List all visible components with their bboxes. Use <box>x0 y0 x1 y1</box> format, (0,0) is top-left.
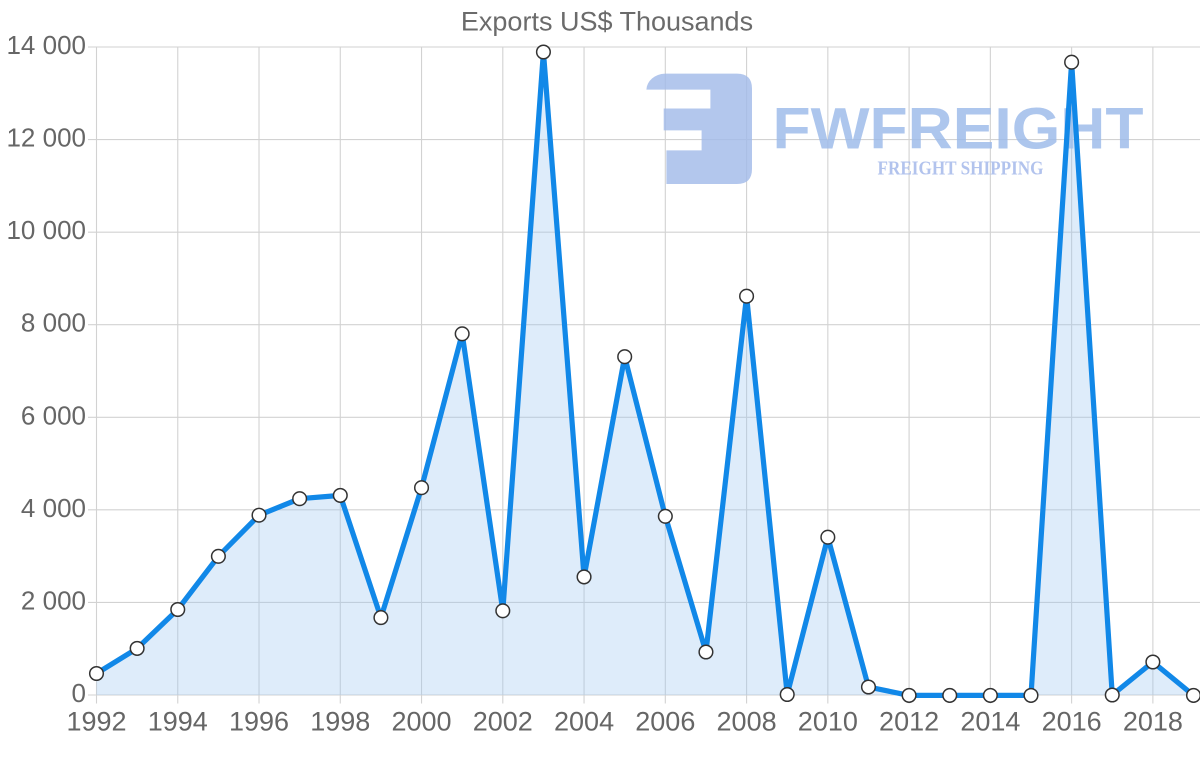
svg-text:2004: 2004 <box>554 706 614 736</box>
svg-text:4 000: 4 000 <box>21 493 86 523</box>
svg-text:2010: 2010 <box>798 706 858 736</box>
svg-text:2012: 2012 <box>879 706 939 736</box>
svg-text:2006: 2006 <box>635 706 695 736</box>
svg-text:2016: 2016 <box>1042 706 1102 736</box>
svg-text:10 000: 10 000 <box>6 215 86 245</box>
svg-text:6 000: 6 000 <box>21 400 86 430</box>
svg-text:FREIGHT SHIPPING: FREIGHT SHIPPING <box>878 158 1044 180</box>
svg-text:1998: 1998 <box>310 706 370 736</box>
svg-text:12 000: 12 000 <box>6 123 86 153</box>
svg-text:1996: 1996 <box>229 706 289 736</box>
svg-text:FWFREIGHT: FWFREIGHT <box>773 97 1144 162</box>
svg-text:2002: 2002 <box>473 706 533 736</box>
svg-text:14 000: 14 000 <box>6 30 86 60</box>
svg-text:2018: 2018 <box>1123 706 1183 736</box>
svg-text:2 000: 2 000 <box>21 585 86 615</box>
svg-text:1992: 1992 <box>66 706 126 736</box>
svg-text:Exports US$ Thousands: Exports US$ Thousands <box>461 6 753 36</box>
svg-text:2000: 2000 <box>392 706 452 736</box>
svg-text:8 000: 8 000 <box>21 308 86 338</box>
svg-text:2008: 2008 <box>717 706 777 736</box>
svg-text:2014: 2014 <box>960 706 1020 736</box>
svg-text:0: 0 <box>72 678 86 708</box>
svg-text:1994: 1994 <box>148 706 208 736</box>
